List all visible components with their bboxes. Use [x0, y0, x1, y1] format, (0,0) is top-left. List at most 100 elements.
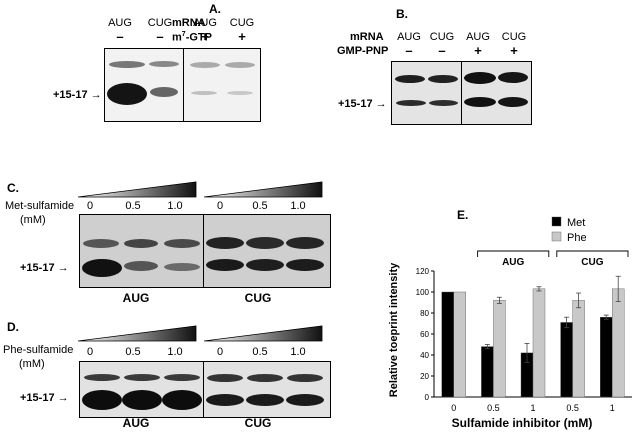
gel-band — [82, 390, 122, 410]
panel-c-unit-label: (mM) — [20, 214, 46, 226]
panel-c-conc-3: 1.0 — [167, 200, 183, 212]
gel-band — [83, 239, 119, 248]
gel-band — [124, 374, 160, 381]
panel-b-label: B. — [396, 7, 408, 21]
panel-b-gmp-label: GMP-PNP — [337, 45, 389, 57]
y-tick-label: 80 — [420, 309, 429, 318]
y-tick-label: 120 — [416, 267, 430, 276]
y-tick-label: 100 — [416, 288, 430, 297]
gel-band — [225, 62, 255, 68]
panel-d-unit-label: (mM) — [19, 358, 45, 370]
panel-c-group-cug: CUG — [244, 291, 272, 305]
x-tick-label: 1 — [530, 403, 535, 413]
panel-c-conc-6: 1.0 — [290, 200, 306, 212]
panel-a-mrna-label: mRNA — [172, 17, 206, 29]
panel-b-gel — [391, 61, 532, 125]
panel-b-gel-divider — [461, 62, 462, 124]
panel-d-conc-4: 0 — [216, 346, 224, 358]
panel-c-conc-2: 0.5 — [125, 200, 141, 212]
panel-d-conc-5: 0.5 — [252, 346, 268, 358]
legend-swatch-met — [551, 216, 562, 227]
bar-phe — [572, 300, 585, 398]
panel-b-mrna-label: mRNA — [350, 31, 384, 43]
panel-a-label: A. — [209, 2, 221, 16]
panel-a-sign-2: – — [156, 29, 164, 44]
gel-band — [287, 374, 323, 382]
bar-phe — [493, 300, 506, 398]
gel-band — [428, 75, 458, 83]
panel-c-conc-4: 0 — [216, 200, 224, 212]
gel-band — [464, 97, 496, 107]
panel-d-conc-2: 0.5 — [125, 346, 141, 358]
gel-band — [464, 72, 496, 84]
gel-band — [247, 374, 283, 382]
bar-phe — [532, 288, 546, 398]
y-tick-label: 40 — [420, 351, 429, 360]
gel-band — [164, 263, 200, 271]
panel-c-reagent-label: Met-sulfamide — [5, 200, 75, 212]
gel-band — [164, 374, 200, 381]
panel-a-lane-3-label: AUG — [193, 17, 217, 29]
panel-b-sign-2: – — [438, 43, 446, 58]
group-label-aug: AUG — [502, 257, 524, 268]
gel-band — [107, 83, 147, 105]
panel-b-lane-4-label: CUG — [501, 31, 527, 43]
panel-c-conc-5: 0.5 — [252, 200, 268, 212]
gel-band — [124, 261, 158, 271]
panel-a-sign-3: + — [201, 29, 209, 44]
gel-band — [286, 394, 324, 406]
panel-b-sign-4: + — [510, 43, 518, 58]
bar-phe — [611, 288, 625, 398]
gel-band — [206, 237, 244, 249]
bar-met — [560, 322, 573, 398]
x-tick-label: 0.5 — [487, 403, 500, 413]
panel-c-conc-1: 0 — [86, 200, 94, 212]
gel-band — [206, 259, 244, 271]
panel-d-conc-6: 1.0 — [290, 346, 306, 358]
bar-phe — [453, 291, 467, 398]
gel-band — [150, 87, 178, 97]
panel-e-chart: 0 20 40 60 80 100 120 0 0.5 1 0.5 1 AUG CUG Met Phe Sulf… — [388, 216, 632, 430]
bar-met — [481, 346, 494, 398]
panel-d-gradient-wedges — [77, 325, 323, 342]
x-tick-label: 0 — [451, 403, 456, 413]
panel-c-group-aug: AUG — [122, 291, 150, 305]
concentration-wedge — [77, 181, 197, 198]
gel-band — [84, 374, 120, 381]
x-tick-label: 1 — [610, 403, 615, 413]
panel-a-marker: +15-17 → — [53, 89, 102, 101]
gel-band — [82, 259, 122, 277]
gel-band — [498, 97, 528, 107]
gel-band — [124, 239, 158, 248]
panel-b-lane-3-label: AUG — [466, 31, 490, 43]
panel-c-gel-divider — [203, 215, 204, 287]
panel-c-label: C. — [7, 181, 19, 195]
x-axis-title: Sulfamide inhibitor (mM) — [452, 416, 593, 430]
panel-d-gel — [79, 361, 331, 418]
panel-b-lane-1-label: AUG — [397, 31, 421, 43]
panel-c-gradient-wedges — [77, 181, 323, 198]
gel-band — [286, 259, 324, 271]
panel-d-group-cug: CUG — [244, 416, 272, 430]
y-tick-label: 0 — [425, 393, 430, 402]
group-bracket — [477, 250, 550, 257]
panel-b-sign-1: – — [405, 43, 413, 58]
gel-band — [190, 62, 220, 68]
panel-a-gel-divider — [183, 49, 184, 121]
panel-d-reagent-label: Phe-sulfamide — [3, 344, 74, 356]
gel-band — [191, 91, 217, 95]
gel-band — [246, 259, 284, 271]
concentration-wedge — [203, 325, 323, 342]
panel-b-lane-2-label: CUG — [429, 31, 455, 43]
gel-band — [109, 61, 145, 68]
y-axis-title: Relative toeprint intensity — [388, 262, 400, 397]
panel-d-label: D. — [7, 320, 19, 334]
concentration-wedge — [77, 325, 197, 342]
gel-band — [162, 390, 202, 410]
gel-band — [164, 239, 200, 248]
panel-d-marker: +15-17 → — [20, 392, 69, 404]
gel-band — [246, 237, 284, 249]
panel-a-cap-label: m7-GTP — [172, 31, 212, 44]
y-tick-label: 60 — [420, 330, 429, 339]
panel-d-conc-3: 1.0 — [167, 346, 183, 358]
